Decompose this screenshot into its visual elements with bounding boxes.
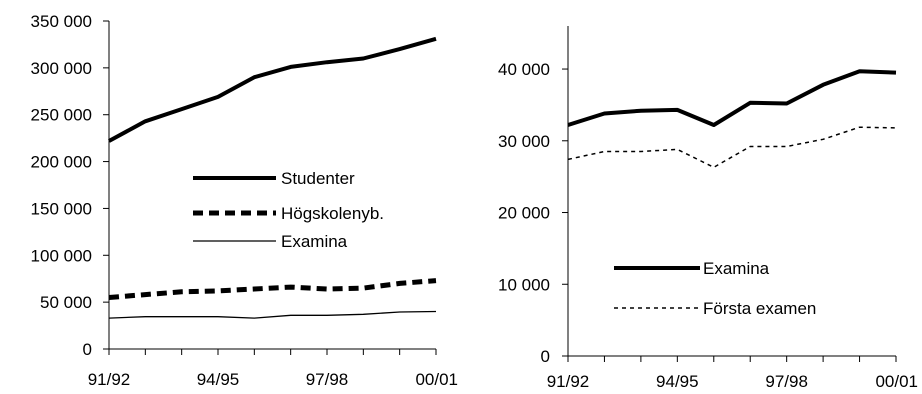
- series-line: [108, 36, 437, 143]
- series-line: [567, 126, 897, 169]
- y-tick-label: 10 000: [498, 275, 550, 294]
- y-tick-label: 250 000: [31, 106, 92, 125]
- left-chart: 0 50 000 100 000 150 000 200 000 250 000 300 0…: [31, 12, 458, 389]
- series-line: [108, 310, 437, 319]
- legend-label: Examina: [703, 259, 770, 278]
- y-tick-label: 50 000: [40, 293, 92, 312]
- y-tick-label: 200 000: [31, 153, 92, 172]
- right-chart: 0 10 000 20 000 30 000 40 000 91/92 94/95 97/98…: [498, 26, 918, 391]
- legend-label: Första examen: [703, 299, 816, 318]
- y-tick-label: 300 000: [31, 59, 92, 78]
- x-tick-label: 94/95: [656, 372, 699, 391]
- y-tick-label: 350 000: [31, 12, 92, 31]
- x-tick-label: 97/98: [765, 372, 808, 391]
- y-tick-label: 40 000: [498, 60, 550, 79]
- y-tick-label: 0: [541, 347, 550, 366]
- x-tick-label: 00/01: [415, 370, 458, 389]
- y-tick-label: 30 000: [498, 132, 550, 151]
- x-tick-label: 91/92: [88, 370, 131, 389]
- x-tick-label: 91/92: [547, 372, 590, 391]
- legend-label: Studenter: [281, 169, 355, 188]
- y-tick-label: 0: [83, 340, 92, 359]
- legend-label: Examina: [281, 232, 348, 251]
- y-tick-label: 150 000: [31, 199, 92, 218]
- x-tick-label: 00/01: [875, 372, 918, 391]
- series-line: [108, 278, 437, 300]
- y-tick-label: 20 000: [498, 204, 550, 223]
- y-tick-label: 100 000: [31, 246, 92, 265]
- x-tick-label: 97/98: [306, 370, 349, 389]
- x-tick-label: 94/95: [197, 370, 240, 389]
- legend-label: Högskolenyb.: [281, 204, 384, 223]
- series-line: [567, 69, 897, 127]
